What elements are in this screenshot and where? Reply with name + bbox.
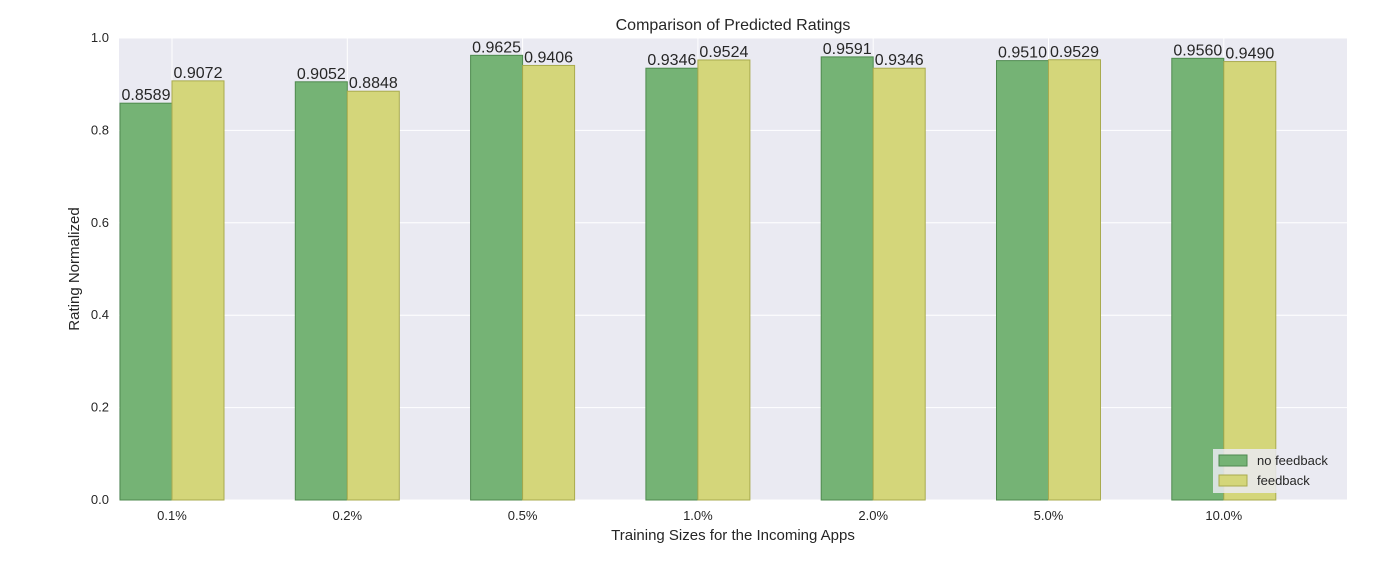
y-tick-label: 0.0 xyxy=(91,492,109,507)
legend-swatch-feedback xyxy=(1218,474,1248,487)
x-tick-label: 5.0% xyxy=(1034,508,1064,523)
y-tick-label: 0.2 xyxy=(91,400,109,415)
bar-feedback-10-0 xyxy=(1223,61,1277,501)
bar-feedback-0-1 xyxy=(171,80,225,501)
bar-feedback-0-2 xyxy=(346,90,400,501)
data-label-feedback-0-5: 0.9406 xyxy=(524,49,573,66)
legend-label-feedback: feedback xyxy=(1257,473,1310,488)
y-axis-ticks: 0.0 0.2 0.4 0.6 0.8 1.0 xyxy=(91,30,109,507)
data-label-feedback-0-2: 0.8848 xyxy=(349,75,398,92)
bar-feedback-2-0 xyxy=(872,67,926,501)
bar-feedback-1-0 xyxy=(697,59,751,501)
y-axis-label: Rating Normalized xyxy=(66,207,83,330)
legend-swatch-no-feedback xyxy=(1218,454,1248,467)
bar-no-feedback-2-0 xyxy=(820,56,874,501)
bar-no-feedback-0-2 xyxy=(294,81,348,501)
data-label-feedback-2-0: 0.9346 xyxy=(875,52,924,69)
y-tick-label: 0.8 xyxy=(91,122,109,137)
data-label-no-feedback-0-1: 0.8589 xyxy=(122,87,171,104)
legend-label-no-feedback: no feedback xyxy=(1257,453,1328,468)
bar-feedback-0-5 xyxy=(522,64,576,501)
bar-no-feedback-10-0 xyxy=(1171,57,1225,501)
data-label-feedback-1-0: 0.9524 xyxy=(699,44,748,61)
x-tick-label: 0.1% xyxy=(157,508,187,523)
bars xyxy=(119,54,1277,501)
data-label-no-feedback-2-0: 0.9591 xyxy=(823,41,872,58)
data-label-no-feedback-1-0: 0.9346 xyxy=(647,52,696,69)
y-tick-label: 0.6 xyxy=(91,215,109,230)
bar-no-feedback-0-5 xyxy=(470,54,524,501)
x-tick-label: 0.5% xyxy=(508,508,538,523)
x-axis-ticks: 0.1% 0.2% 0.5% 1.0% 2.0% 5.0% 10.0% xyxy=(157,508,1242,523)
data-label-feedback-10-0: 0.9490 xyxy=(1225,46,1274,63)
data-label-no-feedback-5-0: 0.9510 xyxy=(998,45,1047,62)
y-tick-label: 0.4 xyxy=(91,307,109,322)
bar-no-feedback-5-0 xyxy=(996,60,1049,501)
data-label-feedback-0-1: 0.9072 xyxy=(174,65,223,82)
x-tick-label: 2.0% xyxy=(858,508,888,523)
x-axis-label: Training Sizes for the Incoming Apps xyxy=(611,527,855,544)
data-label-no-feedback-10-0: 0.9560 xyxy=(1173,42,1222,59)
legend: no feedback feedback xyxy=(1213,449,1341,493)
x-tick-label: 0.2% xyxy=(332,508,362,523)
data-label-no-feedback-0-2: 0.9052 xyxy=(297,66,346,83)
bar-no-feedback-0-1 xyxy=(119,102,173,501)
x-tick-label: 1.0% xyxy=(683,508,713,523)
data-label-feedback-5-0: 0.9529 xyxy=(1050,44,1099,61)
x-tick-label: 10.0% xyxy=(1205,508,1242,523)
bar-feedback-5-0 xyxy=(1048,59,1101,501)
bar-no-feedback-1-0 xyxy=(645,67,699,501)
data-label-no-feedback-0-5: 0.9625 xyxy=(472,39,521,56)
chart-title: Comparison of Predicted Ratings xyxy=(616,17,851,34)
y-tick-label: 1.0 xyxy=(91,30,109,45)
